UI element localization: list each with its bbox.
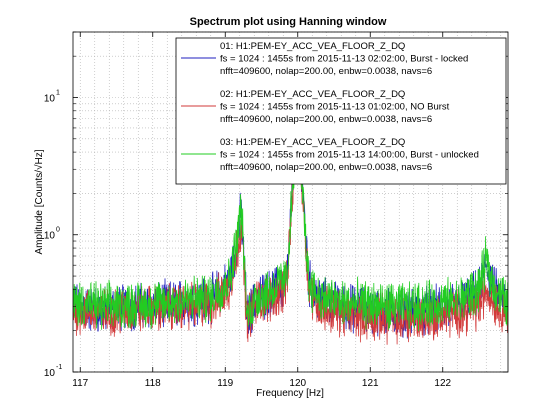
legend-entry-text: 01: H1:PEM-EY_ACC_VEA_FLOOR_Z_DQ xyxy=(220,41,405,52)
x-tick-label: 117 xyxy=(72,378,88,389)
series-layer xyxy=(73,80,508,345)
legend-entry-text: fs = 1024 : 1455s from 2015-11-13 14:00:… xyxy=(220,150,479,161)
series-line-3 xyxy=(73,119,508,332)
y-tick-exponent: 0 xyxy=(56,227,60,234)
legend-entry-text: 03: H1:PEM-EY_ACC_VEA_FLOOR_Z_DQ xyxy=(220,137,405,148)
y-tick-label: 10 xyxy=(44,231,56,242)
x-tick-label: 121 xyxy=(362,378,379,389)
grid xyxy=(73,31,508,373)
y-axis-label: Amplitude [Counts/√Hz] xyxy=(33,149,45,254)
plot-frame xyxy=(72,31,509,373)
chart-title: Spectrum plot using Hanning window xyxy=(190,16,387,28)
legend-entry-text: fs = 1024 : 1455s from 2015-11-13 02:02:… xyxy=(220,54,468,65)
x-tick-label: 118 xyxy=(145,378,161,389)
legend-entry-text: fs = 1024 : 1455s from 2015-11-13 01:02:… xyxy=(220,102,450,113)
legend-box xyxy=(175,37,507,185)
x-axis-label: Frequency [Hz] xyxy=(256,388,324,399)
y-tick-label: 10 xyxy=(44,93,56,104)
legend-entry-text: nfft=409600, nolap=200.00, enbw=0.0038, … xyxy=(220,66,432,77)
x-tick-label: 120 xyxy=(289,378,306,389)
x-tick-label: 119 xyxy=(217,378,233,389)
legend-entry-text: 02: H1:PEM-EY_ACC_VEA_FLOOR_Z_DQ xyxy=(220,89,405,100)
legend-entry-text: nfft=409600, nolap=200.00, enbw=0.0038, … xyxy=(220,114,432,125)
y-tick-exponent: -1 xyxy=(56,364,62,371)
x-tick-label: 122 xyxy=(434,378,451,389)
legend-entry-text: nfft=409600, nolap=200.00, enbw=0.0038, … xyxy=(220,162,432,173)
y-tick-label: 10 xyxy=(44,368,56,379)
y-tick-exponent: 1 xyxy=(56,89,60,96)
